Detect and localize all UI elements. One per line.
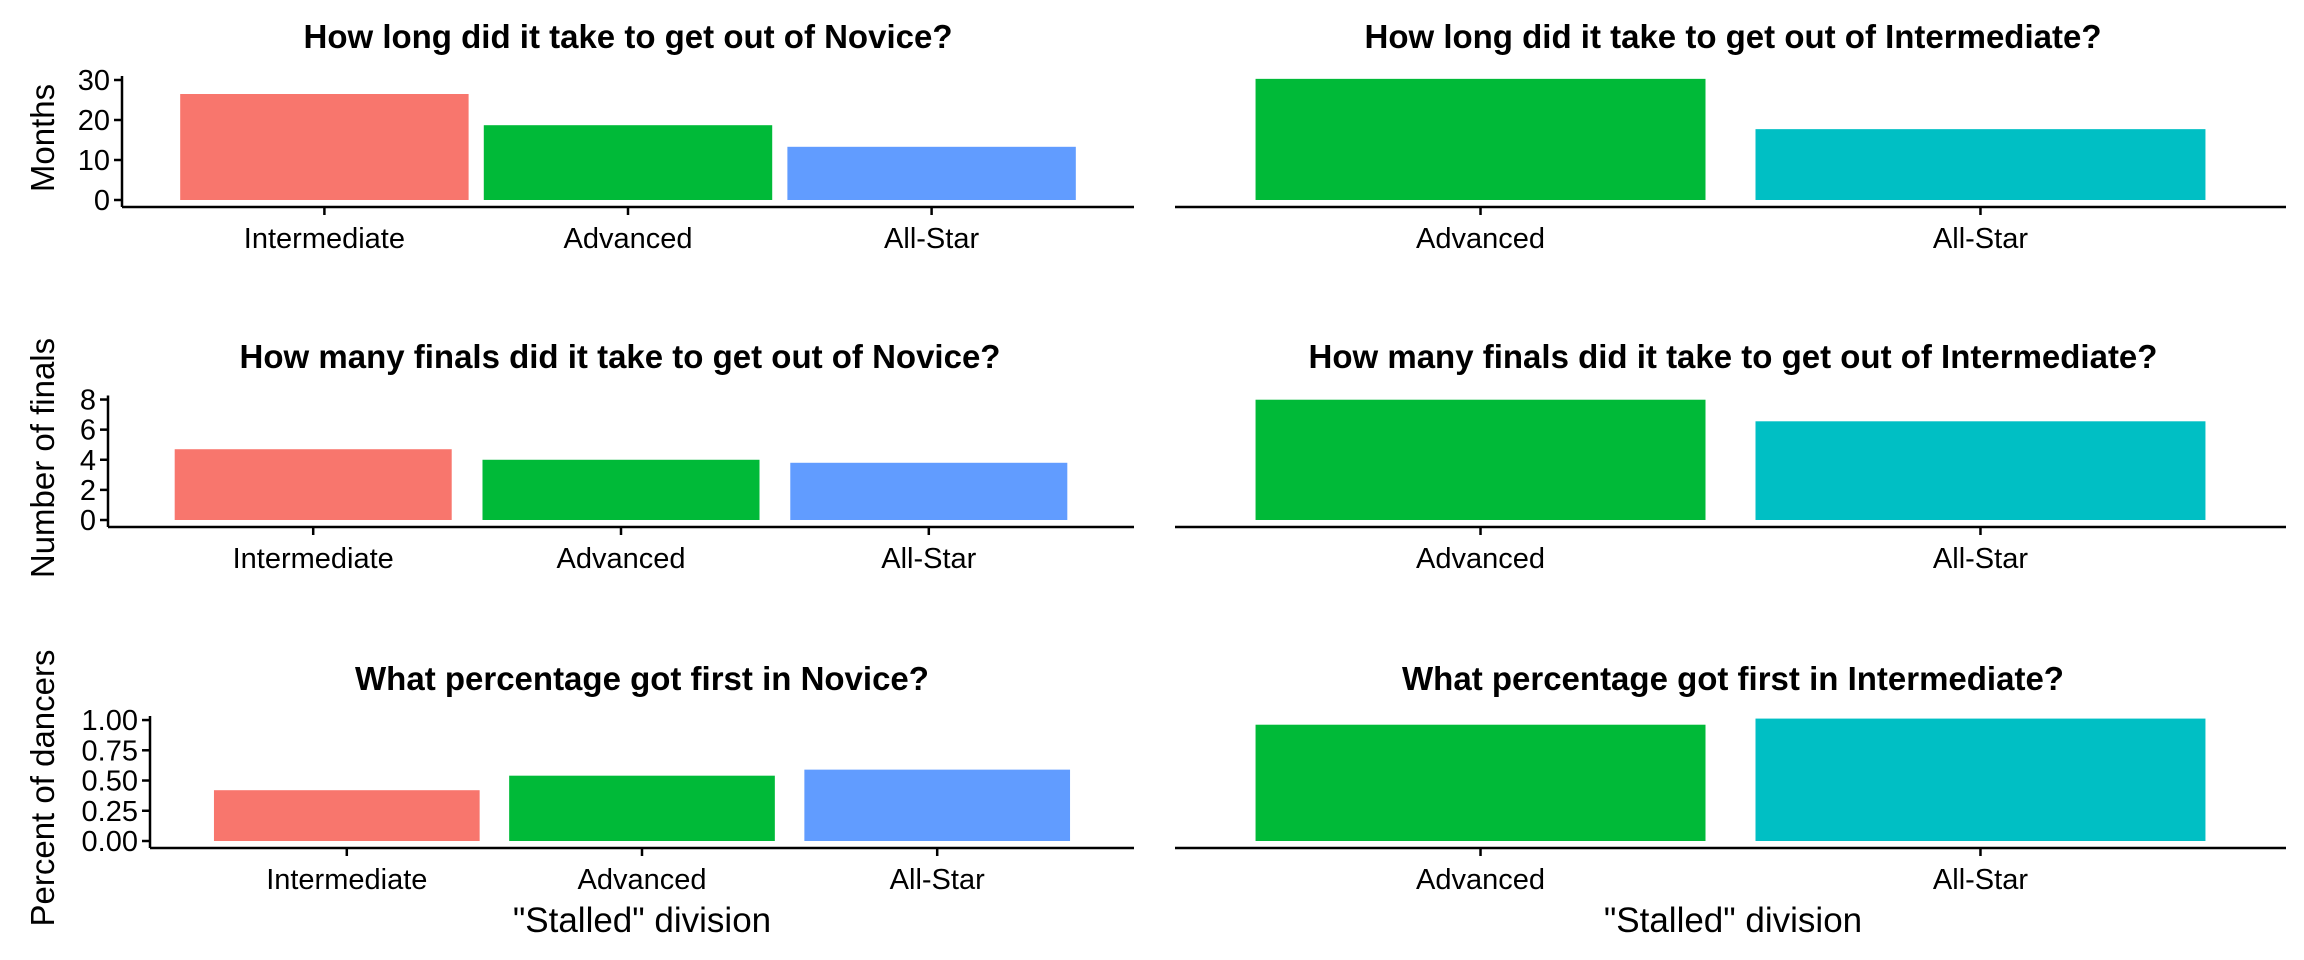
bar-advanced bbox=[483, 125, 773, 200]
y-tick-label: 0.25 bbox=[82, 796, 138, 828]
x-tick-label-intermediate: Intermediate bbox=[266, 864, 427, 896]
y-tick-label: 0 bbox=[94, 185, 110, 217]
bar-all-star bbox=[804, 769, 1071, 841]
x-tick-label-all-star: All-Star bbox=[1933, 223, 2028, 255]
y-tick-label: 6 bbox=[80, 415, 96, 447]
bar-all-star bbox=[787, 146, 1076, 200]
bar-intermediate bbox=[213, 790, 480, 841]
y-tick-label: 2 bbox=[80, 475, 96, 507]
y-tick-label: 8 bbox=[80, 385, 96, 417]
panel-title: How many finals did it take to get out o… bbox=[240, 338, 1001, 375]
bar-advanced bbox=[1255, 399, 1706, 520]
panel-novice-months: How long did it take to get out of Novic… bbox=[78, 18, 1134, 255]
panel-title: What percentage got first in Novice? bbox=[355, 660, 929, 697]
bar-advanced bbox=[509, 775, 775, 841]
panel-title: How many finals did it take to get out o… bbox=[1309, 338, 2158, 375]
y-tick-label: 10 bbox=[78, 145, 110, 177]
xlabel-right: "Stalled" division bbox=[1604, 901, 1862, 940]
bar-advanced bbox=[1255, 724, 1706, 841]
y-tick-label: 30 bbox=[78, 65, 110, 97]
bar-advanced bbox=[482, 459, 760, 520]
bar-intermediate bbox=[174, 449, 452, 520]
x-tick-label-advanced: Advanced bbox=[564, 223, 693, 255]
panel-title: How long did it take to get out of Inter… bbox=[1365, 18, 2102, 55]
bar-all-star bbox=[1755, 718, 2206, 841]
ylabel-percent-of-dancers: Percent of dancers bbox=[24, 650, 61, 927]
x-tick-label-all-star: All-Star bbox=[1933, 543, 2028, 575]
x-tick-label-advanced: Advanced bbox=[1416, 543, 1545, 575]
x-tick-label-all-star: All-Star bbox=[881, 543, 976, 575]
x-tick-label-all-star: All-Star bbox=[884, 223, 979, 255]
x-tick-label-all-star: All-Star bbox=[1933, 864, 2028, 896]
y-tick-label: 0.50 bbox=[82, 766, 138, 798]
bar-all-star bbox=[790, 462, 1068, 520]
panel-novice-finals: How many finals did it take to get out o… bbox=[80, 338, 1134, 575]
bar-all-star bbox=[1755, 421, 2206, 520]
y-tick-label: 20 bbox=[78, 105, 110, 137]
bar-intermediate bbox=[180, 94, 469, 200]
x-tick-label-advanced: Advanced bbox=[578, 864, 707, 896]
panel-novice-first-percent: What percentage got first in Novice? Inte… bbox=[82, 660, 1134, 896]
y-tick-label: 0.00 bbox=[82, 826, 138, 858]
panel-intermediate-months: How long did it take to get out of Inter… bbox=[1175, 18, 2286, 255]
panel-title: What percentage got first in Intermediat… bbox=[1402, 660, 2064, 697]
x-tick-label-advanced: Advanced bbox=[557, 543, 686, 575]
x-tick-label-advanced: Advanced bbox=[1416, 864, 1545, 896]
bar-all-star bbox=[1755, 129, 2206, 200]
x-tick-label-advanced: Advanced bbox=[1416, 223, 1545, 255]
ylabel-months: Months bbox=[24, 84, 61, 192]
y-tick-label: 0 bbox=[80, 505, 96, 537]
y-tick-label: 4 bbox=[80, 445, 96, 477]
y-tick-label: 1.00 bbox=[82, 705, 138, 737]
x-tick-label-all-star: All-Star bbox=[890, 864, 985, 896]
panel-intermediate-finals: How many finals did it take to get out o… bbox=[1175, 338, 2286, 575]
panel-title: How long did it take to get out of Novic… bbox=[304, 18, 953, 55]
ylabel-number-of-finals: Number of finals bbox=[24, 338, 61, 578]
panel-intermediate-first-percent: What percentage got first in Intermediat… bbox=[1175, 660, 2286, 896]
bar-advanced bbox=[1255, 78, 1706, 200]
y-tick-label: 0.75 bbox=[82, 735, 138, 767]
x-tick-label-intermediate: Intermediate bbox=[244, 223, 405, 255]
x-tick-label-intermediate: Intermediate bbox=[233, 543, 394, 575]
xlabel-left: "Stalled" division bbox=[513, 901, 771, 940]
